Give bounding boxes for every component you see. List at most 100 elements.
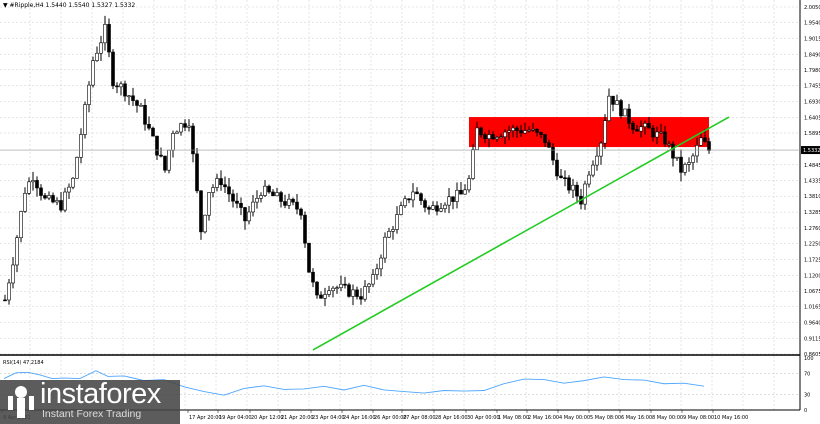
candle-body bbox=[63, 191, 67, 211]
candle bbox=[395, 206, 399, 234]
candle bbox=[355, 286, 359, 300]
candle-body bbox=[347, 284, 351, 297]
candle bbox=[383, 232, 387, 263]
candle-body bbox=[259, 195, 263, 199]
candle-body bbox=[535, 128, 539, 133]
candle-body bbox=[479, 127, 483, 136]
candle bbox=[175, 130, 179, 134]
candle bbox=[191, 122, 195, 163]
candle-body bbox=[271, 191, 275, 197]
candle-body bbox=[227, 186, 231, 195]
collapse-arrow-icon[interactable]: ▼ bbox=[3, 2, 10, 9]
candle-body bbox=[339, 283, 343, 288]
candle bbox=[87, 81, 91, 113]
candle-body bbox=[599, 142, 603, 157]
candle bbox=[447, 188, 451, 214]
candle-body bbox=[471, 149, 475, 179]
logo-brand: instaforex bbox=[40, 378, 161, 410]
candle bbox=[499, 133, 503, 139]
candle-body bbox=[483, 134, 487, 140]
candle-body bbox=[79, 134, 83, 158]
candle bbox=[563, 170, 567, 187]
candle-body bbox=[243, 207, 247, 222]
current-price-label: 1.5332 bbox=[803, 148, 820, 154]
candle bbox=[403, 195, 407, 208]
candle bbox=[299, 207, 303, 220]
candle bbox=[651, 125, 655, 142]
candle bbox=[275, 187, 279, 197]
time-tick-label: 23 Apr 04:00 bbox=[312, 415, 345, 421]
candle bbox=[7, 278, 11, 305]
price-tick-label: 1.8490 bbox=[804, 52, 820, 58]
candle-body bbox=[215, 178, 219, 188]
candle-body bbox=[363, 286, 367, 300]
candle-body bbox=[671, 143, 675, 159]
candle-body bbox=[231, 193, 235, 202]
time-tick-label: 17 Apr 20:00 bbox=[189, 415, 222, 421]
candle bbox=[439, 203, 443, 213]
candle bbox=[591, 160, 595, 178]
candle bbox=[575, 181, 579, 204]
candle bbox=[475, 121, 479, 150]
candle bbox=[623, 108, 627, 117]
candle bbox=[507, 125, 511, 141]
price-tick-label: 1.5895 bbox=[804, 131, 820, 137]
candle-body bbox=[707, 141, 711, 151]
candle bbox=[219, 170, 223, 191]
candle bbox=[155, 135, 159, 161]
price-tick-label: 1.4335 bbox=[804, 178, 820, 184]
candle-body bbox=[383, 236, 387, 259]
candle bbox=[67, 183, 71, 199]
candle-body bbox=[659, 131, 663, 134]
candle-body bbox=[171, 133, 175, 151]
candle-body bbox=[527, 129, 531, 132]
candle bbox=[31, 171, 35, 191]
candle bbox=[423, 198, 427, 213]
candle-body bbox=[583, 183, 587, 205]
candle-body bbox=[127, 95, 131, 98]
price-tick-label: 1.7455 bbox=[804, 84, 820, 90]
candle bbox=[119, 81, 123, 96]
rsi-line bbox=[3, 370, 705, 396]
candle bbox=[199, 190, 203, 240]
candle bbox=[323, 287, 327, 307]
candle-body bbox=[467, 178, 471, 191]
candle bbox=[707, 137, 711, 154]
candle-body bbox=[615, 100, 619, 105]
candle-body bbox=[15, 237, 19, 266]
candle bbox=[343, 276, 347, 289]
candle bbox=[371, 269, 375, 288]
candle bbox=[619, 98, 623, 119]
candle-body bbox=[247, 211, 251, 222]
candle bbox=[523, 122, 527, 135]
candle bbox=[123, 80, 127, 102]
candle-body bbox=[199, 190, 203, 233]
candle-body bbox=[683, 164, 687, 173]
candle bbox=[411, 183, 415, 208]
candle bbox=[59, 192, 63, 213]
candle bbox=[435, 201, 439, 216]
candle-body bbox=[307, 242, 311, 273]
candle-body bbox=[55, 200, 59, 203]
candle-body bbox=[255, 198, 259, 203]
candle-body bbox=[635, 129, 639, 132]
price-tick-label: 1.2250 bbox=[804, 241, 820, 247]
candle bbox=[279, 190, 283, 208]
candle bbox=[187, 119, 191, 132]
candle bbox=[263, 180, 267, 197]
price-tick-label: 1.4845 bbox=[804, 163, 820, 169]
candle bbox=[223, 176, 227, 193]
candle bbox=[659, 123, 663, 135]
candle-body bbox=[559, 175, 563, 178]
candle-body bbox=[59, 200, 63, 211]
candle-body bbox=[331, 287, 335, 292]
candle bbox=[387, 227, 391, 238]
candle-body bbox=[423, 200, 427, 208]
candle-body bbox=[519, 130, 523, 134]
symbol: #Ripple,H4 bbox=[9, 2, 44, 9]
candle-body bbox=[139, 104, 143, 107]
time-tick-label: 19 Apr 04:00 bbox=[219, 415, 252, 421]
price-tick-label: 1.1725 bbox=[804, 257, 820, 263]
